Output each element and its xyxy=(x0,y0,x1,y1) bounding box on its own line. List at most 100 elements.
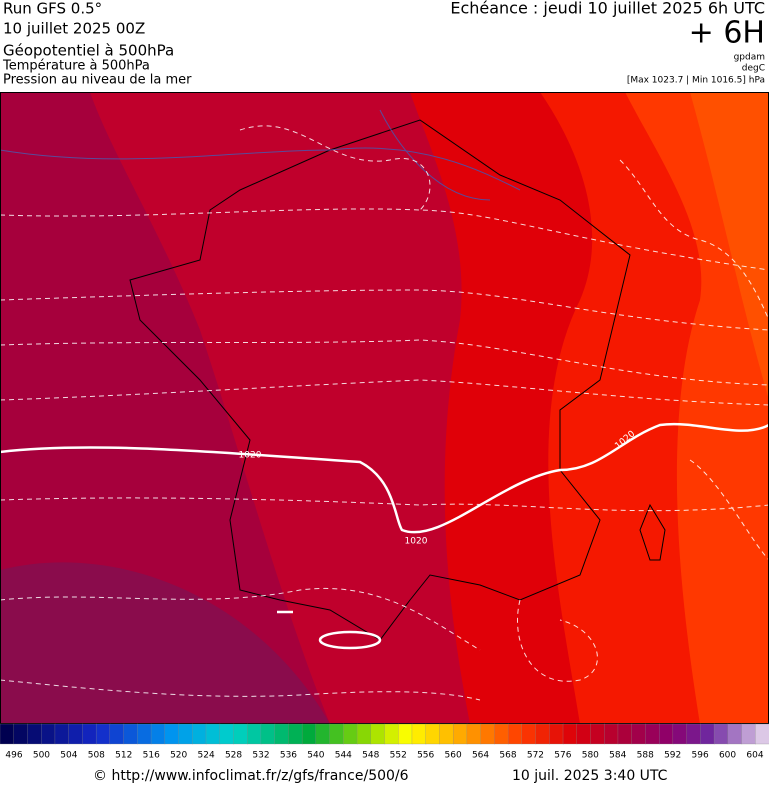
colorbar-cell xyxy=(741,723,756,745)
colorbar-cell xyxy=(13,723,29,745)
colorbar-cell xyxy=(549,723,564,745)
colorbar-label: 600 xyxy=(719,751,736,761)
colorbar-label: 588 xyxy=(637,751,654,761)
colorbar-cell xyxy=(631,723,647,745)
colorbar-cell xyxy=(27,723,42,745)
colorbar-label: 536 xyxy=(280,751,297,761)
field-label: Température à 500hPa xyxy=(2,59,150,74)
colorbar-label: 552 xyxy=(390,751,407,761)
colorbar-cell xyxy=(123,723,138,745)
colorbar-cell xyxy=(658,723,674,745)
colorbar-cell xyxy=(700,723,715,745)
colorbar-cell xyxy=(576,723,592,745)
isobar xyxy=(318,630,382,650)
isobar-label: 1020 xyxy=(239,451,262,461)
colorbar-label: 584 xyxy=(609,751,626,761)
colorbar-cell xyxy=(727,723,743,745)
colorbar-cell xyxy=(150,723,166,745)
colorbar-label: 512 xyxy=(115,751,132,761)
lead-time: + 6H xyxy=(689,16,765,51)
colorbar-cell xyxy=(95,723,111,745)
colorbar-label: 556 xyxy=(417,751,434,761)
colorbar-cell xyxy=(617,723,633,745)
colorbar-cell xyxy=(178,723,193,745)
field-zone xyxy=(690,92,769,400)
colorbar-cell xyxy=(370,723,386,745)
colorbar-label: 548 xyxy=(362,751,379,761)
colorbar-cell xyxy=(109,723,125,745)
colorbar-cell xyxy=(343,723,358,745)
colorbar-cell xyxy=(82,723,97,745)
colorbar-label: 564 xyxy=(472,751,489,761)
colorbar-cell xyxy=(301,723,317,745)
colorbar-cell xyxy=(507,723,523,745)
run-title: Run GFS 0.5° xyxy=(3,0,102,18)
colorbar-cell xyxy=(453,723,468,745)
colorbar-cell xyxy=(398,723,413,745)
colorbar-label: 560 xyxy=(445,751,462,761)
colorbar-label: 604 xyxy=(746,751,763,761)
pressure-range: [Max 1023.7 | Min 1016.5] hPa xyxy=(627,76,765,86)
colorbar-cell xyxy=(425,723,441,745)
colorbar-label: 540 xyxy=(307,751,324,761)
colorbar-cell xyxy=(713,723,729,745)
colorbar-cell xyxy=(480,723,496,745)
colorbar-label: 592 xyxy=(664,751,681,761)
colorbar-cell xyxy=(205,723,221,745)
colorbar-cell xyxy=(164,723,180,745)
colorbar-cell xyxy=(439,723,454,745)
border xyxy=(0,109,521,201)
colorbar-cell xyxy=(494,723,509,745)
colorbar-cell xyxy=(219,723,235,745)
colorbar-label: 576 xyxy=(554,751,571,761)
colorbar-cell xyxy=(315,723,331,745)
colorbar-label: 544 xyxy=(335,751,352,761)
coastline xyxy=(129,119,631,641)
colorbar-cell xyxy=(645,723,660,745)
forecast-time: Echéance : jeudi 10 juillet 2025 6h UTC xyxy=(450,0,765,18)
colorbar-cell xyxy=(411,723,427,745)
generated-time: 10 juil. 2025 3:40 UTC xyxy=(512,768,668,784)
isobar-label: 1020 xyxy=(405,537,428,547)
colorbar-cell xyxy=(686,723,701,745)
field-zone xyxy=(0,562,330,724)
map: 1020 1020 1020 xyxy=(0,92,769,724)
field-label: Géopotentiel à 500hPa xyxy=(3,42,174,60)
colorbar-cell xyxy=(604,723,619,745)
source-url: © http://www.infoclimat.fr/z/gfs/france/… xyxy=(93,768,409,784)
colorbar-cell xyxy=(329,723,344,745)
colorbar-label: 572 xyxy=(527,751,544,761)
isobar xyxy=(0,422,769,534)
field-label: Pression au niveau de la mer xyxy=(3,73,192,88)
colorbar-cell xyxy=(260,723,276,745)
colorbar-cell xyxy=(356,723,372,745)
colorbar-cell xyxy=(192,723,207,745)
colorbar-cell xyxy=(535,723,550,745)
colorbar-cell xyxy=(41,723,56,745)
colorbar-cell xyxy=(590,723,605,745)
colorbar-label: 500 xyxy=(33,751,50,761)
colorbar-label: 528 xyxy=(225,751,242,761)
colorbar-cell xyxy=(54,723,70,745)
colorbar-label: 516 xyxy=(143,751,160,761)
coastline xyxy=(639,503,666,561)
colorbar-label: 496 xyxy=(5,751,22,761)
colorbar-cell xyxy=(247,723,262,745)
run-date: 10 juillet 2025 00Z xyxy=(3,20,145,38)
colorbar-label: 508 xyxy=(88,751,105,761)
colorbar-cell xyxy=(233,723,248,745)
colorbar-label: 520 xyxy=(170,751,187,761)
colorbar-cell xyxy=(755,723,769,745)
colorbar-cell xyxy=(288,723,303,745)
colorbar-cell xyxy=(562,723,578,745)
colorbar-cell xyxy=(521,723,537,745)
colorbar-label: 524 xyxy=(198,751,215,761)
colorbar-label: 532 xyxy=(252,751,269,761)
colorbar-cell xyxy=(0,723,15,745)
colorbar-label: 580 xyxy=(582,751,599,761)
colorbar-cell xyxy=(466,723,482,745)
colorbar-cell xyxy=(384,723,399,745)
colorbar-cell xyxy=(274,723,290,745)
